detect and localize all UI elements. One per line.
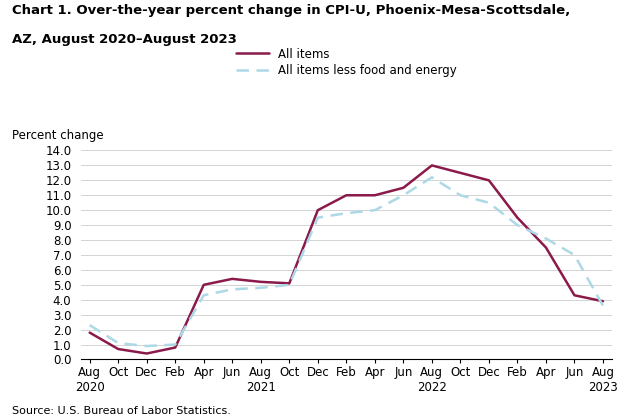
All items less food and energy [143,344,150,349]
All items less food and energy [428,175,436,180]
All items less food and energy [200,293,208,298]
All items less food and energy [86,323,94,328]
All items less food and energy [542,236,550,241]
All items less food and energy [286,282,293,287]
All items less food and energy [172,342,179,347]
All items less food and energy [343,211,350,216]
All items [457,171,464,176]
All items [314,208,321,213]
All items [257,279,265,284]
All items [172,345,179,350]
All items less food and energy [571,252,578,257]
All items less food and energy [371,208,379,213]
Legend: All items, All items less food and energy: All items, All items less food and energ… [235,48,457,77]
Text: AZ, August 2020–August 2023: AZ, August 2020–August 2023 [12,33,237,46]
All items less food and energy [485,200,492,205]
All items less food and energy [257,285,265,291]
All items [428,163,436,168]
All items [514,215,521,220]
Line: All items: All items [90,166,603,354]
All items [143,351,150,356]
All items [114,347,122,352]
All items less food and energy [314,215,321,220]
Text: Percent change: Percent change [12,129,104,142]
Line: All items less food and energy: All items less food and energy [90,177,603,346]
All items [542,245,550,250]
Text: Chart 1. Over-the-year percent change in CPI-U, Phoenix-Mesa-Scottsdale,: Chart 1. Over-the-year percent change in… [12,4,571,17]
All items less food and energy [514,223,521,228]
All items [485,178,492,183]
All items [200,282,208,287]
All items [571,293,578,298]
All items [86,330,94,335]
All items [599,299,607,304]
Text: Source: U.S. Bureau of Labor Statistics.: Source: U.S. Bureau of Labor Statistics. [12,406,232,416]
All items [371,193,379,198]
All items less food and energy [228,287,236,292]
All items less food and energy [399,193,407,198]
All items [286,281,293,286]
All items less food and energy [599,303,607,308]
All items [399,185,407,190]
All items less food and energy [457,193,464,198]
All items [228,276,236,281]
All items [343,193,350,198]
All items less food and energy [114,341,122,346]
